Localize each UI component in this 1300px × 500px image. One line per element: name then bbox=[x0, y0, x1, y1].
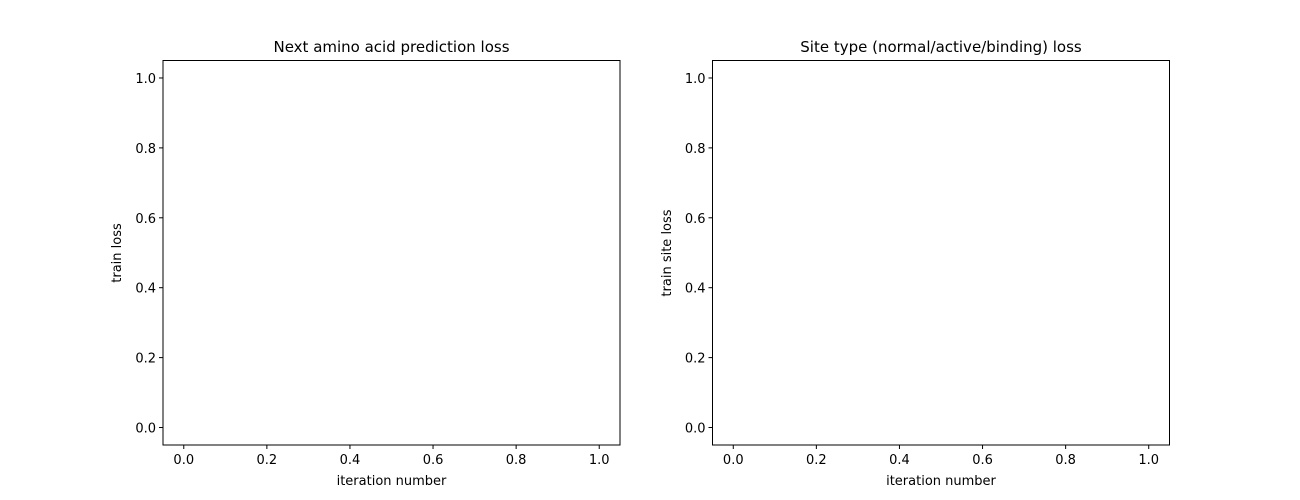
chart-title: Next amino acid prediction loss bbox=[273, 38, 509, 56]
y-axis-label: train loss bbox=[110, 223, 125, 283]
y-tick-label: 1.0 bbox=[135, 72, 156, 87]
x-ticks: 0.0 0.2 0.4 0.6 0.8 1.0 bbox=[173, 445, 610, 468]
x-tick-label: 0.4 bbox=[340, 453, 361, 468]
y-tick-label: 0.6 bbox=[135, 212, 156, 227]
y-tick-label: 0.8 bbox=[685, 142, 706, 157]
x-axis-label: iteration number bbox=[337, 474, 447, 489]
x-tick-label: 0.2 bbox=[257, 453, 278, 468]
x-tick-label: 0.0 bbox=[723, 453, 744, 468]
x-tick-label: 1.0 bbox=[1138, 453, 1159, 468]
plot-area bbox=[712, 60, 1170, 446]
y-ticks: 0.0 0.2 0.4 0.6 0.8 1.0 bbox=[135, 72, 163, 437]
y-tick-label: 0.0 bbox=[135, 422, 156, 437]
x-tick-label: 0.4 bbox=[889, 453, 910, 468]
y-tick-label: 0.2 bbox=[135, 352, 156, 367]
x-tick-label: 0.8 bbox=[506, 453, 527, 468]
x-tick-label: 0.0 bbox=[173, 453, 194, 468]
y-tick-label: 0.2 bbox=[685, 352, 706, 367]
x-tick-label: 0.8 bbox=[1055, 453, 1076, 468]
y-tick-label: 0.4 bbox=[135, 282, 156, 297]
x-axis-label: iteration number bbox=[886, 474, 996, 489]
x-tick-label: 0.6 bbox=[972, 453, 993, 468]
subplot-next-amino-acid-loss: Next amino acid prediction loss 0.00.20.… bbox=[110, 38, 621, 489]
y-tick-label: 0.4 bbox=[685, 282, 706, 297]
y-tick-label: 0.0 bbox=[685, 422, 706, 437]
subplot-site-type-loss: Site type (normal/active/binding) loss 0… bbox=[660, 38, 1170, 489]
y-tick-label: 1.0 bbox=[685, 72, 706, 87]
y-tick-label: 0.8 bbox=[135, 142, 156, 157]
x-ticks: 0.0 0.2 0.4 0.6 0.8 1.0 bbox=[723, 445, 1159, 468]
y-axis-label: train site loss bbox=[660, 209, 675, 296]
x-tick-label: 0.6 bbox=[423, 453, 444, 468]
plot-area bbox=[162, 60, 621, 446]
x-tick-label: 1.0 bbox=[589, 453, 610, 468]
y-tick-label: 0.6 bbox=[685, 212, 706, 227]
y-ticks: 0.0 0.2 0.4 0.6 0.8 1.0 bbox=[685, 72, 713, 437]
chart-title: Site type (normal/active/binding) loss bbox=[800, 38, 1082, 56]
x-tick-label: 0.2 bbox=[806, 453, 827, 468]
